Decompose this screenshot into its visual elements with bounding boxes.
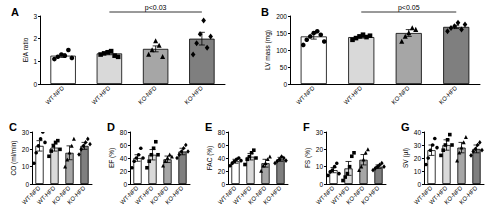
svg-text:CO (ml/min): CO (ml/min) [10,140,18,175]
svg-text:10: 10 [22,163,30,170]
svg-text:WT-NFD: WT-NFD [20,184,42,206]
svg-text:A: A [11,6,19,18]
svg-text:0: 0 [33,81,37,88]
svg-text:30: 30 [414,142,422,149]
svg-text:EF (%): EF (%) [108,148,116,168]
svg-text:FAC (%): FAC (%) [206,146,214,171]
svg-text:KO-NFD: KO-NFD [345,184,366,206]
svg-text:20: 20 [22,146,30,153]
svg-text:0: 0 [417,181,421,188]
svg-text:G: G [401,121,410,133]
svg-text:E/A ratio: E/A ratio [22,37,29,62]
svg-text:KO-HFD: KO-HFD [458,184,479,205]
svg-text:30: 30 [316,129,324,136]
svg-text:0: 0 [221,181,225,188]
svg-text:KO-NFD: KO-NFD [149,184,170,206]
svg-text:20: 20 [218,168,226,175]
svg-text:WT-HFD: WT-HFD [343,84,364,105]
svg-text:F: F [303,121,310,133]
svg-text:KO-NFD: KO-NFD [390,84,411,105]
svg-text:KO-NFD: KO-NFD [51,184,72,206]
svg-text:80: 80 [120,129,128,136]
svg-text:WT-NFD: WT-NFD [45,84,66,105]
svg-text:WT-HFD: WT-HFD [231,184,253,206]
svg-text:60: 60 [120,142,128,149]
svg-text:1: 1 [33,58,37,65]
svg-text:p<0.03: p<0.03 [145,4,167,12]
svg-text:10: 10 [316,163,324,170]
svg-text:80: 80 [218,129,226,136]
svg-text:KO-NFD: KO-NFD [443,184,464,206]
svg-text:WT-HFD: WT-HFD [35,184,57,206]
svg-text:3: 3 [33,13,37,20]
svg-text:WT-HFD: WT-HFD [91,84,112,105]
svg-text:E: E [205,121,212,133]
svg-text:0: 0 [25,181,29,188]
svg-text:WT-HFD: WT-HFD [427,184,449,206]
svg-text:p<0.05: p<0.05 [398,4,420,12]
svg-text:WT-NFD: WT-NFD [216,184,238,206]
svg-text:B: B [261,6,269,18]
svg-text:C: C [9,121,17,133]
svg-text:2: 2 [33,35,37,42]
svg-text:0: 0 [319,181,323,188]
svg-text:WT-NFD: WT-NFD [314,184,336,206]
svg-text:0: 0 [283,81,287,88]
svg-text:20: 20 [414,155,422,162]
svg-text:40: 40 [218,155,226,162]
svg-text:KO-HFD: KO-HFD [360,184,381,205]
svg-text:KO-HFD: KO-HFD [438,84,459,105]
svg-text:40: 40 [414,129,422,136]
svg-text:150: 150 [276,30,287,37]
svg-text:20: 20 [120,168,128,175]
svg-text:0: 0 [123,181,127,188]
svg-text:KO-NFD: KO-NFD [247,184,268,206]
svg-text:10: 10 [414,168,422,175]
svg-text:KO-NFD: KO-NFD [137,84,158,105]
svg-text:30: 30 [22,129,30,136]
svg-text:40: 40 [120,155,128,162]
svg-text:WT-HFD: WT-HFD [133,184,155,206]
svg-text:50: 50 [280,64,288,71]
svg-text:WT-NFD: WT-NFD [118,184,140,206]
svg-text:D: D [107,121,115,133]
svg-text:LV mass (mg): LV mass (mg) [264,30,272,70]
svg-text:100: 100 [276,47,287,54]
svg-text:200: 200 [276,13,287,20]
svg-text:FS (%): FS (%) [304,148,312,168]
svg-text:WT-NFD: WT-NFD [412,184,434,206]
svg-text:KO-HFD: KO-HFD [262,184,283,205]
svg-text:KO-HFD: KO-HFD [164,184,185,205]
svg-text:60: 60 [218,142,226,149]
svg-text:KO-HFD: KO-HFD [66,184,87,205]
svg-text:KO-HFD: KO-HFD [184,84,205,105]
svg-text:SV (µl): SV (µl) [402,148,410,168]
svg-text:WT-HFD: WT-HFD [329,184,351,206]
svg-text:WT-NFD: WT-NFD [295,84,316,105]
svg-text:20: 20 [316,146,324,153]
